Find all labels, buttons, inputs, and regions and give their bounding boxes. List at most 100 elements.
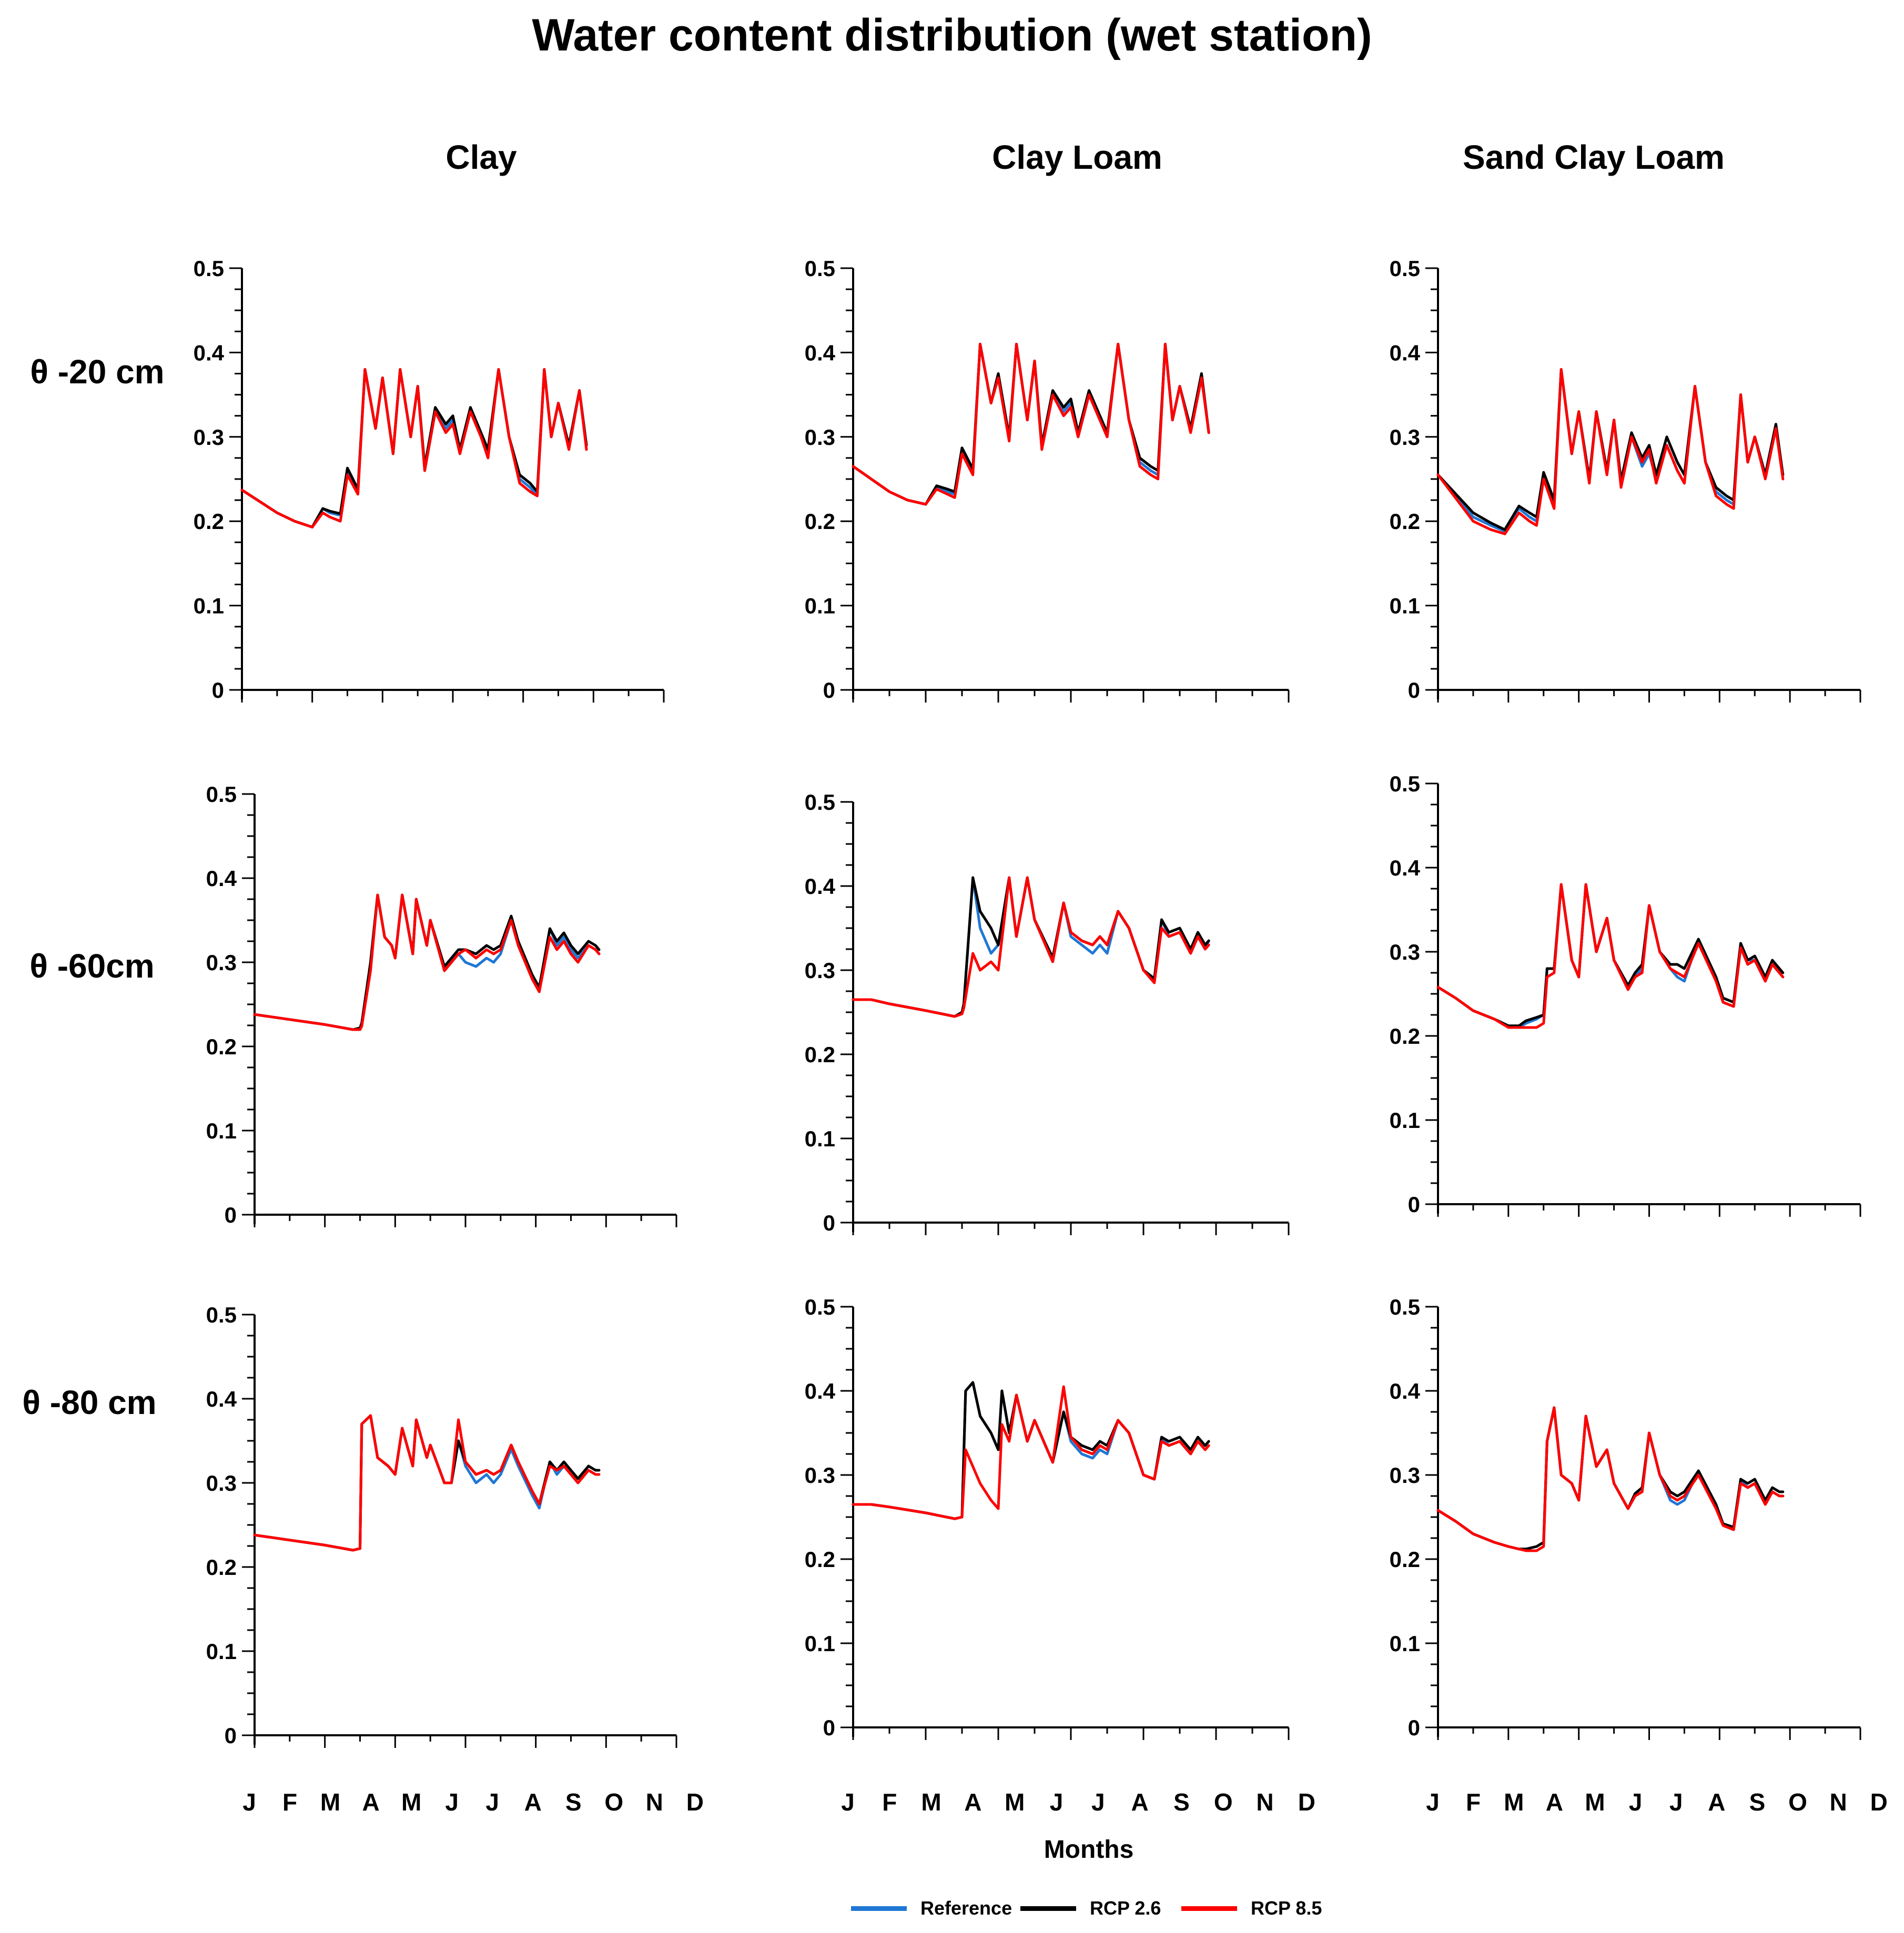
- month-label-clay: M: [320, 1788, 341, 1816]
- month-label-clay: J: [485, 1788, 499, 1816]
- y-tick-label: 0.3: [805, 1463, 835, 1488]
- series-line-rcp26: [240, 368, 588, 528]
- legend-swatch-rcp26: [1020, 1906, 1076, 1911]
- y-tick-label: 0.3: [206, 1471, 237, 1495]
- series-line-rcp26: [253, 1414, 601, 1552]
- y-tick-label: 0.2: [805, 1547, 835, 1572]
- y-tick-label: 0.3: [1390, 940, 1420, 964]
- month-label-clay: D: [686, 1788, 704, 1816]
- month-label-sand-clay-loam: M: [1585, 1788, 1605, 1816]
- row-label-80cm: θ -80 cm: [22, 1383, 157, 1421]
- series-line-rcp26: [852, 1381, 1210, 1520]
- y-tick-label: 0.5: [1390, 1295, 1420, 1319]
- legend-item-rcp26: RCP 2.6: [1020, 1895, 1161, 1921]
- y-tick-label: 0: [212, 678, 224, 703]
- y-tick-label: 0.2: [1390, 1547, 1420, 1572]
- y-tick-label: 0: [1408, 1715, 1420, 1740]
- legend-swatch-reference: [851, 1906, 907, 1911]
- y-tick-label: 0.5: [206, 782, 237, 807]
- y-tick-label: 0.1: [206, 1118, 237, 1143]
- y-tick-label: 0.4: [206, 1387, 237, 1411]
- y-tick-label: 0: [225, 1203, 237, 1227]
- y-tick-label: 0.1: [1390, 1631, 1420, 1656]
- y-tick-label: 0.3: [206, 950, 237, 975]
- month-label-clay: M: [401, 1788, 422, 1816]
- y-tick-label: 0.4: [194, 340, 225, 365]
- panel-clay-20cm: 0 0.1 0.2 0.3 0.4 0.5: [194, 256, 665, 703]
- y-tick-label: 0.4: [805, 340, 836, 365]
- month-label-clay-loam: J: [1091, 1788, 1105, 1816]
- month-label-sand-clay-loam: N: [1829, 1788, 1847, 1816]
- y-tick-label: 0: [225, 1723, 237, 1748]
- y-tick-label: 0.4: [1390, 856, 1421, 880]
- y-tick-label: 0.4: [1390, 1379, 1421, 1403]
- y-tick-label: 0: [823, 678, 835, 703]
- y-tick-label: 0.5: [805, 1295, 835, 1319]
- month-label-clay-loam: J: [841, 1788, 855, 1816]
- month-label-sand-clay-loam: A: [1708, 1788, 1726, 1816]
- series-line-rcp85: [253, 1414, 601, 1552]
- series-line-reference: [253, 1414, 601, 1552]
- month-label-sand-clay-loam: J: [1669, 1788, 1683, 1816]
- y-tick-label: 0.3: [805, 958, 835, 983]
- month-label-sand-clay-loam: O: [1788, 1788, 1807, 1816]
- legend-label-reference: Reference: [920, 1897, 1012, 1919]
- legend-item-reference: Reference: [851, 1895, 1012, 1921]
- figure-title: Water content distribution (wet station): [532, 10, 1372, 60]
- month-label-clay: O: [604, 1788, 624, 1816]
- month-label-sand-clay-loam: A: [1545, 1788, 1563, 1816]
- column-title-clay-loam: Clay Loam: [992, 138, 1162, 176]
- month-label-clay-loam: N: [1256, 1788, 1274, 1816]
- y-tick-label: 0.3: [1390, 425, 1420, 450]
- y-tick-label: 0.2: [805, 1042, 835, 1067]
- panel-clay-80cm: 0 0.1 0.2 0.3 0.4 0.5: [206, 1303, 677, 1748]
- y-tick-label: 0.3: [194, 425, 224, 450]
- panel-sand-clay-loam-80cm: 0 0.1 0.2 0.3 0.4 0.5: [1390, 1295, 1861, 1740]
- row-label-60cm: θ -60cm: [29, 947, 155, 985]
- month-label-clay-loam: J: [1049, 1788, 1064, 1816]
- y-tick-label: 0.4: [805, 1379, 836, 1403]
- y-tick-label: 0.1: [805, 594, 835, 618]
- y-tick-label: 0: [1408, 1192, 1420, 1217]
- month-label-clay-loam: F: [882, 1788, 897, 1816]
- series-line-rcp85: [852, 876, 1210, 1018]
- month-label-clay-loam: M: [921, 1788, 941, 1816]
- series-line-rcp85: [1436, 368, 1785, 535]
- month-label-clay-loam: M: [1005, 1788, 1025, 1816]
- panel-sand-clay-loam-60cm: 0 0.1 0.2 0.3 0.4 0.5: [1390, 771, 1861, 1217]
- y-tick-label: 0.2: [1390, 1024, 1420, 1049]
- series-line-reference: [240, 368, 588, 528]
- y-tick-label: 0.1: [805, 1631, 835, 1656]
- y-tick-label: 0.1: [805, 1126, 835, 1151]
- month-label-clay: A: [362, 1788, 380, 1816]
- series-line-reference: [253, 893, 601, 1031]
- month-label-clay-loam: S: [1173, 1788, 1190, 1816]
- y-tick-label: 0.3: [1390, 1463, 1420, 1488]
- y-tick-label: 0.2: [206, 1034, 237, 1059]
- y-tick-label: 0.4: [1390, 340, 1421, 365]
- month-label-sand-clay-loam: S: [1749, 1788, 1766, 1816]
- series-line-rcp85: [852, 1385, 1210, 1520]
- y-tick-label: 0.2: [805, 509, 835, 534]
- y-tick-label: 0.5: [1390, 256, 1420, 281]
- y-tick-label: 0: [1408, 678, 1420, 703]
- column-title-clay: Clay: [445, 138, 517, 176]
- month-label-sand-clay-loam: J: [1426, 1788, 1440, 1816]
- panel-clay-loam-60cm: 0 0.1 0.2 0.3 0.4 0.5: [805, 790, 1290, 1235]
- y-tick-label: 0.5: [1390, 771, 1420, 796]
- y-tick-label: 0.5: [805, 256, 835, 281]
- y-tick-label: 0: [823, 1210, 835, 1235]
- y-tick-label: 0.2: [194, 509, 224, 534]
- y-tick-label: 0.4: [206, 866, 237, 891]
- month-label-clay: S: [565, 1788, 582, 1816]
- month-label-clay: J: [445, 1788, 459, 1816]
- y-tick-label: 0.1: [1390, 1108, 1420, 1133]
- y-tick-label: 0.2: [206, 1555, 237, 1580]
- panel-clay-loam-80cm: 0 0.1 0.2 0.3 0.4 0.5: [805, 1295, 1290, 1740]
- month-label-clay-loam: A: [1131, 1788, 1149, 1816]
- x-axis-title: Months: [1044, 1836, 1134, 1864]
- month-label-clay: N: [645, 1788, 663, 1816]
- series-line-reference: [852, 342, 1210, 506]
- y-tick-label: 0.5: [206, 1303, 237, 1327]
